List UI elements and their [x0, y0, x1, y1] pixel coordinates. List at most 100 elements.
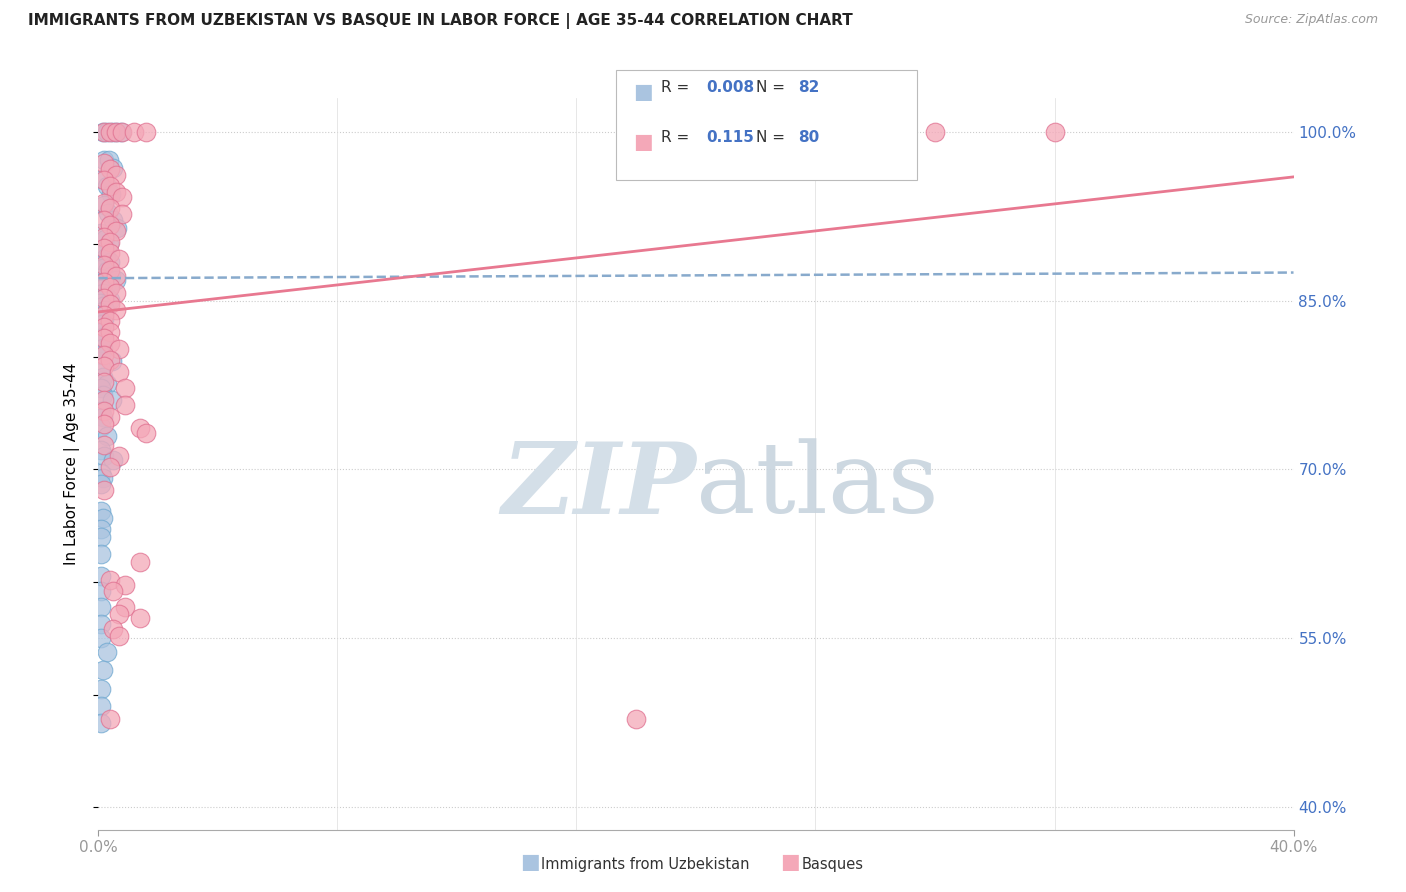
- Text: 80: 80: [799, 130, 820, 145]
- Point: [91, 341, 114, 355]
- Point: [90, 361, 112, 376]
- Point: [1043, 125, 1066, 139]
- Point: [100, 297, 122, 311]
- Point: [93, 212, 115, 227]
- Point: [103, 622, 125, 636]
- Point: [98, 281, 121, 295]
- Point: [93, 319, 115, 334]
- Point: [93, 404, 115, 418]
- Point: [94, 277, 117, 292]
- Text: 82: 82: [799, 80, 820, 95]
- Text: 0.115: 0.115: [706, 130, 754, 145]
- Point: [89, 296, 111, 310]
- Point: [93, 311, 115, 326]
- Point: [94, 302, 117, 317]
- Point: [93, 417, 115, 432]
- Text: R =: R =: [661, 130, 699, 145]
- Point: [89, 282, 111, 296]
- Point: [626, 712, 648, 726]
- Point: [100, 409, 122, 424]
- Point: [93, 308, 115, 322]
- Text: ■: ■: [633, 82, 652, 102]
- Point: [114, 398, 136, 412]
- Point: [91, 511, 114, 525]
- Point: [93, 229, 115, 244]
- Point: [93, 375, 115, 389]
- Point: [100, 186, 122, 201]
- Point: [91, 245, 114, 260]
- Point: [90, 443, 112, 458]
- Point: [108, 252, 131, 266]
- Point: [93, 331, 115, 345]
- Point: [93, 156, 115, 170]
- Text: ZIP: ZIP: [501, 438, 696, 534]
- Point: [105, 125, 128, 139]
- Point: [91, 409, 114, 424]
- Point: [96, 289, 118, 303]
- Point: [93, 125, 115, 139]
- Point: [89, 504, 111, 518]
- Point: [91, 299, 114, 313]
- Point: [100, 235, 122, 249]
- Text: R =: R =: [661, 80, 695, 95]
- Point: [108, 342, 131, 356]
- Point: [129, 611, 152, 625]
- Text: ■: ■: [520, 853, 540, 872]
- Point: [96, 125, 118, 139]
- Point: [89, 314, 111, 328]
- Point: [96, 428, 118, 442]
- Point: [89, 569, 111, 583]
- Text: ■: ■: [780, 853, 800, 872]
- Point: [101, 212, 124, 227]
- Text: Immigrants from Uzbekistan: Immigrants from Uzbekistan: [541, 857, 749, 872]
- Point: [89, 271, 111, 285]
- Point: [100, 280, 122, 294]
- Point: [89, 348, 111, 362]
- Point: [91, 318, 114, 332]
- Point: [96, 645, 118, 659]
- Point: [105, 224, 128, 238]
- Point: [89, 325, 111, 339]
- Point: [91, 275, 114, 289]
- Point: [100, 573, 122, 587]
- Point: [94, 232, 117, 246]
- Point: [103, 584, 125, 599]
- Point: [100, 161, 122, 176]
- Point: [91, 663, 114, 677]
- Point: [108, 449, 131, 463]
- Point: [89, 381, 111, 395]
- Point: [96, 376, 118, 391]
- Point: [93, 153, 115, 167]
- Point: [97, 153, 120, 167]
- Point: [108, 365, 131, 379]
- Point: [105, 125, 128, 139]
- Text: atlas: atlas: [696, 438, 939, 533]
- Point: [114, 381, 136, 395]
- Point: [105, 268, 128, 283]
- Point: [101, 354, 124, 368]
- Point: [93, 438, 115, 452]
- Point: [124, 125, 146, 139]
- Text: N =: N =: [756, 80, 790, 95]
- Text: IMMIGRANTS FROM UZBEKISTAN VS BASQUE IN LABOR FORCE | AGE 35-44 CORRELATION CHAR: IMMIGRANTS FROM UZBEKISTAN VS BASQUE IN …: [28, 13, 853, 29]
- Point: [111, 125, 134, 139]
- Point: [114, 599, 136, 614]
- Point: [93, 241, 115, 255]
- Point: [101, 392, 124, 407]
- Point: [93, 449, 115, 463]
- Text: Source: ZipAtlas.com: Source: ZipAtlas.com: [1244, 13, 1378, 27]
- Point: [91, 370, 114, 384]
- Point: [94, 250, 117, 264]
- Point: [100, 219, 122, 233]
- Point: [93, 275, 115, 289]
- Point: [98, 237, 121, 252]
- Point: [91, 388, 114, 402]
- Point: [100, 202, 122, 216]
- Point: [89, 530, 111, 544]
- Point: [100, 712, 122, 726]
- Point: [90, 258, 112, 272]
- Point: [89, 681, 111, 696]
- Point: [114, 578, 136, 592]
- Point: [97, 206, 120, 220]
- Point: [89, 698, 111, 713]
